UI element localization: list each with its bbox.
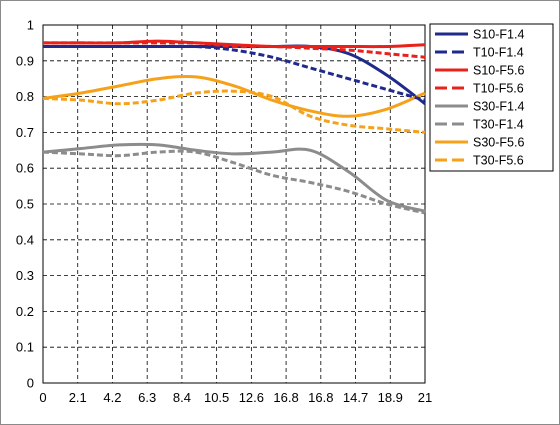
legend-label: T30-F5.6 [473, 154, 524, 168]
series-line-s30-f1-4 [42, 142, 426, 213]
y-tick-label: 1 [27, 18, 34, 33]
series-line-t30-f5-6 [42, 89, 426, 134]
series-line-t10-f1-4 [43, 44, 426, 102]
y-tick-label: 0.8 [16, 89, 34, 104]
grid [42, 24, 426, 384]
series-line-s10-f1-4 [43, 44, 426, 105]
series-line-t10-f5-6 [43, 41, 426, 59]
legend-box [429, 23, 554, 172]
x-tick-label: 2.1 [69, 390, 87, 405]
series-line-t30-f1-4 [42, 149, 426, 215]
x-tick-label: 12.6 [239, 390, 264, 405]
x-tick-label: 16.8 [308, 390, 333, 405]
y-tick-label: 0.2 [16, 304, 34, 319]
y-tick-label: 0.9 [16, 53, 34, 68]
x-tick-label: 18.9 [378, 390, 403, 405]
legend-label: S10-F5.6 [473, 64, 524, 78]
x-tick-label: 6.3 [138, 390, 156, 405]
legend: S10-F1.4 T10-F1.4 S10-F5.6 T10-F5.6 S30-F1.4… [429, 23, 554, 172]
legend-label: T10-F1.4 [473, 46, 524, 60]
y-tick-label: 0.7 [16, 125, 34, 140]
y-tick-label: 0 [27, 376, 34, 391]
x-tick-label: 21 [418, 390, 432, 405]
legend-label: S30-F1.4 [473, 100, 524, 114]
legend-label: T30-F1.4 [473, 118, 524, 132]
legend-label: T10-F5.6 [473, 82, 524, 96]
x-tick-label: 10.5 [204, 390, 229, 405]
x-tick-label: 14.7 [343, 390, 368, 405]
x-tick-label: 4.2 [103, 390, 121, 405]
axes: 0 0.1 0.2 0.3 0.4 0.5 0.6 0.7 0.8 0.9 1 0 2.1 4.2 6.3 8… [16, 18, 432, 406]
y-tick-label: 0.4 [16, 232, 34, 247]
x-tick-label: 0 [39, 390, 46, 405]
series-line-s30-f5-6 [42, 74, 426, 118]
legend-label: S10-F1.4 [473, 28, 524, 42]
x-tick-label: 8.4 [173, 390, 191, 405]
x-tick-label: 16.8 [273, 390, 298, 405]
legend-label: S30-F5.6 [473, 136, 524, 150]
y-tick-label: 0.3 [16, 268, 34, 283]
y-tick-label: 0.5 [16, 197, 34, 212]
y-tick-label: 0.6 [16, 161, 34, 176]
series-lines [42, 39, 426, 215]
y-tick-label: 0.1 [16, 340, 34, 355]
